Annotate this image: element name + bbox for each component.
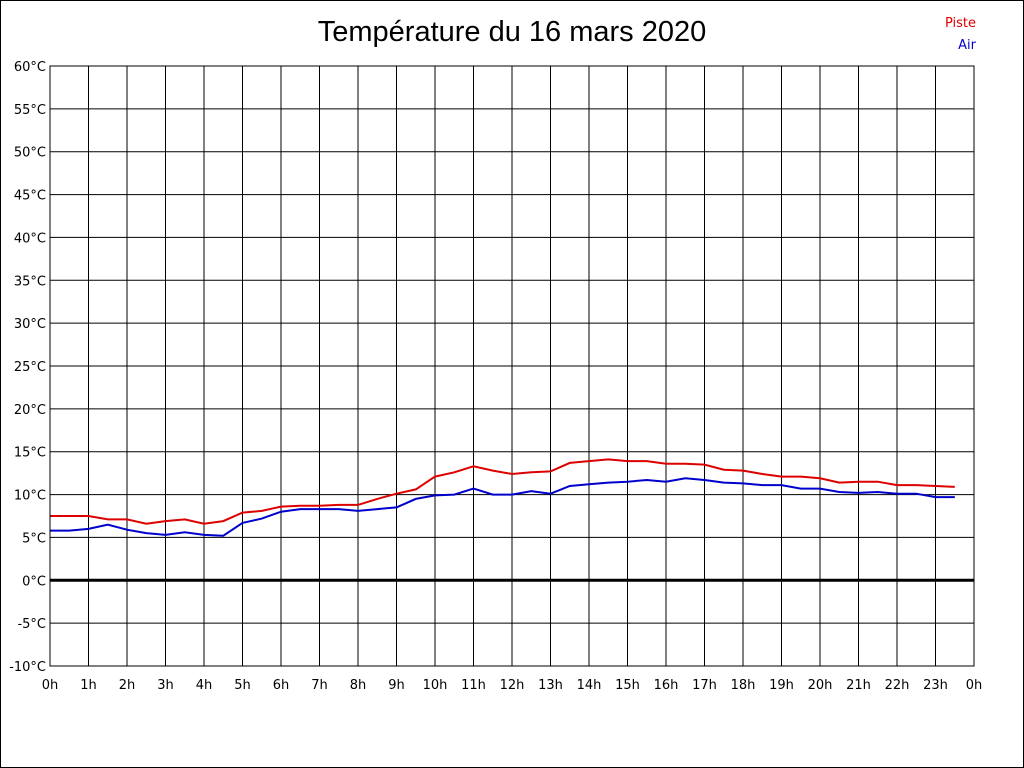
y-tick-label: 35°C: [14, 274, 46, 289]
y-tick-label: 15°C: [14, 446, 46, 461]
y-tick-label: 10°C: [14, 489, 46, 504]
x-tick-label: 13h: [538, 678, 563, 693]
x-tick-label: 20h: [808, 678, 833, 693]
x-tick-label: 22h: [885, 678, 910, 693]
x-tick-label: 1h: [80, 678, 97, 693]
x-tick-label: 3h: [157, 678, 174, 693]
y-tick-label: 0°C: [22, 574, 46, 589]
grid: [49, 65, 975, 667]
y-tick-label: 25°C: [14, 360, 46, 375]
plot-area: [49, 65, 975, 667]
x-tick-label: 18h: [731, 678, 756, 693]
x-tick-label: 15h: [615, 678, 640, 693]
y-tick-label: 45°C: [14, 189, 46, 204]
x-tick-label: 10h: [423, 678, 448, 693]
x-tick-label: 6h: [273, 678, 290, 693]
x-tick-label: 16h: [654, 678, 679, 693]
x-axis-ticks: 0h 1h 2h 3h 4h 5h 6h 7h 8h 9h 10h 11h 12h 13h 14h 15h 16…: [42, 678, 983, 693]
y-tick-label: 20°C: [14, 403, 46, 418]
y-tick-label: 40°C: [14, 231, 46, 246]
y-tick-label: -10°C: [9, 660, 46, 675]
y-tick-label: 5°C: [22, 531, 46, 546]
legend-item-air: Air: [958, 38, 976, 53]
x-tick-label: 5h: [234, 678, 251, 693]
x-tick-label: 0h: [42, 678, 59, 693]
x-tick-label: 9h: [388, 678, 405, 693]
x-tick-label: 4h: [196, 678, 213, 693]
x-tick-label: 21h: [846, 678, 871, 693]
chart-title: Température du 16 mars 2020: [317, 16, 707, 48]
y-tick-label: 60°C: [14, 60, 46, 75]
x-tick-label: 19h: [769, 678, 794, 693]
legend: Piste Air: [945, 13, 976, 57]
x-tick-label: 11h: [461, 678, 486, 693]
x-tick-label: 17h: [692, 678, 717, 693]
y-tick-label: 55°C: [14, 103, 46, 118]
y-tick-label: 30°C: [14, 317, 46, 332]
y-tick-label: 50°C: [14, 146, 46, 161]
x-tick-label: 8h: [350, 678, 367, 693]
x-tick-label: 14h: [577, 678, 602, 693]
x-tick-label: 7h: [311, 678, 328, 693]
y-axis-ticks: 60°C 55°C 50°C 45°C 40°C 35°C 30°C 25°C 20°C 15°C…: [9, 60, 46, 675]
x-tick-label: 23h: [923, 678, 948, 693]
x-tick-label: 2h: [119, 678, 136, 693]
legend-item-piste: Piste: [944, 16, 976, 31]
series-line-piste: [50, 458, 955, 525]
y-tick-label: -5°C: [17, 617, 46, 632]
series-lines: [50, 458, 955, 537]
x-tick-label: 12h: [500, 678, 525, 693]
x-tick-label: 0h: [966, 678, 983, 693]
series-line-air: [50, 477, 955, 537]
